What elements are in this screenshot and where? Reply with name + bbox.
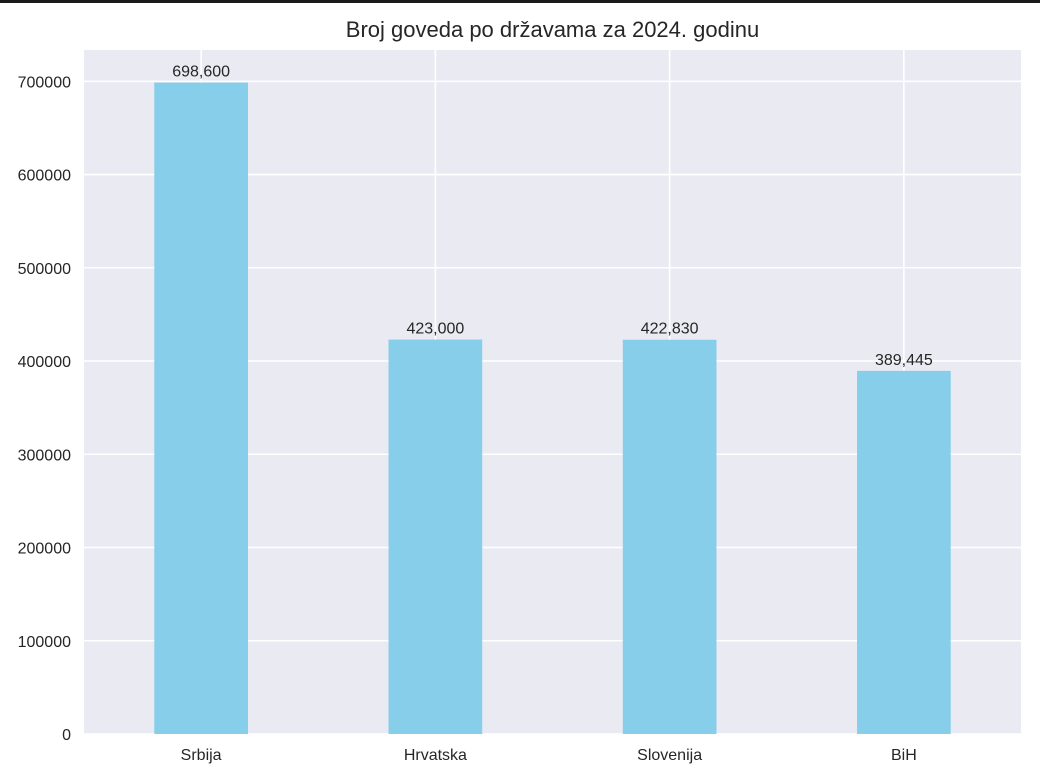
data-label: 698,600: [172, 64, 230, 81]
x-tick-label: BiH: [891, 747, 917, 764]
data-label: 422,830: [641, 321, 699, 338]
y-tick-label: 100000: [18, 634, 71, 651]
y-tick-label: 700000: [18, 74, 71, 91]
bar-slovenija: [622, 339, 717, 734]
bar-hrvatska: [388, 339, 483, 734]
data-label: 423,000: [406, 321, 464, 338]
x-tick-label: Slovenija: [637, 747, 702, 764]
data-labels: 698,600 423,000 422,830 389,445: [172, 64, 933, 369]
y-tick-label: 600000: [18, 168, 71, 185]
y-tick-label: 300000: [18, 447, 71, 464]
chart-title: Broj goveda po državama za 2024. godinu: [345, 17, 760, 42]
x-tick-label: Hrvatska: [404, 747, 467, 764]
window-top-border: [0, 0, 1040, 3]
y-axis-ticks: 0 100000 200000 300000 400000 500000 600000 700…: [18, 74, 71, 744]
y-tick-label: 500000: [18, 261, 71, 278]
bar-bih: [857, 370, 951, 734]
x-tick-label: Srbija: [181, 747, 222, 764]
data-label: 389,445: [875, 352, 933, 369]
bars: [154, 82, 951, 735]
y-tick-label: 200000: [18, 541, 71, 558]
y-tick-label: 0: [62, 727, 71, 744]
x-axis-ticks: Srbija Hrvatska Slovenija BiH: [181, 747, 917, 764]
bar-srbija: [154, 82, 248, 735]
y-tick-label: 400000: [18, 354, 71, 371]
